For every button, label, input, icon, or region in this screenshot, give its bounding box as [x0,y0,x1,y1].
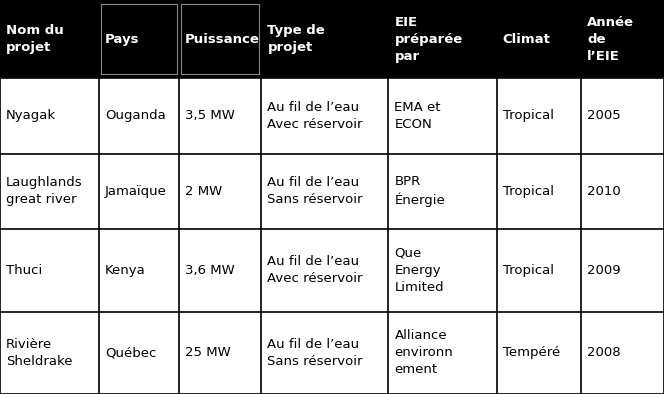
Bar [0,78,99,154]
Text: 3,5 MW: 3,5 MW [185,109,234,122]
Text: Type de
projet: Type de projet [268,24,325,54]
Text: 3,6 MW: 3,6 MW [185,264,234,277]
Bar [497,78,581,154]
Text: BPR
Énergie: BPR Énergie [394,175,445,208]
Bar [262,312,388,394]
Text: 2 MW: 2 MW [185,185,222,198]
Text: Nom du
projet: Nom du projet [6,24,64,54]
Text: Thuci: Thuci [6,264,42,277]
Bar [581,0,664,78]
Text: EMA et
ECON: EMA et ECON [394,101,441,131]
Text: 2005: 2005 [587,109,621,122]
Text: Pays: Pays [105,32,139,45]
Bar [497,229,581,312]
Bar [179,78,262,154]
Text: EIE
préparée
par: EIE préparée par [394,15,463,63]
Bar [99,312,179,394]
Bar [179,0,262,78]
Bar [99,0,179,78]
Bar [179,312,262,394]
Text: Que
Energy
Limited: Que Energy Limited [394,247,444,294]
Text: Année
de
l’EIE: Année de l’EIE [587,15,634,63]
Text: Puissance: Puissance [185,32,260,45]
Bar [0,312,99,394]
Bar [0,154,99,229]
Bar [0,229,99,312]
Bar [262,154,388,229]
Text: Au fil de l’eau
Avec réservoir: Au fil de l’eau Avec réservoir [268,101,363,131]
Text: Jamaïque: Jamaïque [105,185,167,198]
Text: Tempéré: Tempéré [503,346,560,359]
Bar [388,78,497,154]
Bar [581,312,664,394]
Bar [262,78,388,154]
Text: Au fil de l’eau
Sans réservoir: Au fil de l’eau Sans réservoir [268,338,363,368]
Bar [99,78,179,154]
Text: Alliance
environn
ement: Alliance environn ement [394,329,454,376]
Bar [388,0,497,78]
Text: Au fil de l’eau
Sans réservoir: Au fil de l’eau Sans réservoir [268,177,363,206]
Bar [497,0,581,78]
Bar [581,78,664,154]
Bar [262,229,388,312]
Bar [497,312,581,394]
Text: Ouganda: Ouganda [105,109,165,122]
Text: Laughlands
great river: Laughlands great river [6,177,82,206]
Bar [388,229,497,312]
Text: Tropical: Tropical [503,109,554,122]
Bar [99,229,179,312]
Text: Tropical: Tropical [503,264,554,277]
Text: Rivière
Sheldrake: Rivière Sheldrake [6,338,72,368]
Bar [497,154,581,229]
Bar [581,229,664,312]
Bar [99,154,179,229]
Text: Nyagak: Nyagak [6,109,56,122]
Text: Québec: Québec [105,346,156,359]
Bar [388,312,497,394]
Text: Tropical: Tropical [503,185,554,198]
Bar [179,154,262,229]
Bar [262,0,388,78]
Bar [388,154,497,229]
Text: 25 MW: 25 MW [185,346,230,359]
Text: Climat: Climat [503,32,550,45]
Bar [0,0,99,78]
Text: Kenya: Kenya [105,264,145,277]
Bar [581,154,664,229]
Text: 2008: 2008 [587,346,621,359]
Text: 2009: 2009 [587,264,621,277]
Text: 2010: 2010 [587,185,621,198]
Bar [179,229,262,312]
Text: Au fil de l’eau
Avec réservoir: Au fil de l’eau Avec réservoir [268,255,363,285]
